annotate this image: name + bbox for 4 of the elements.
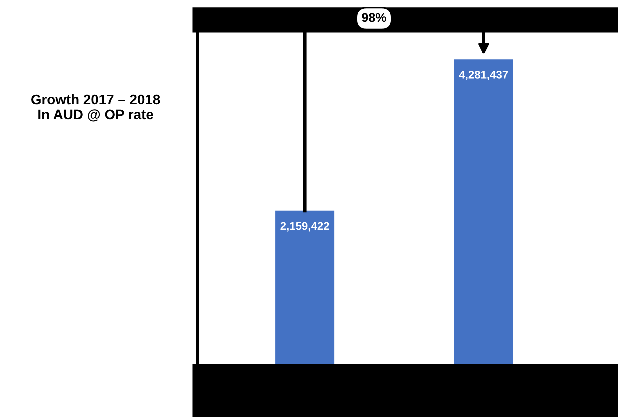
text: Growth 2017 – 2018 In AUD @ OP rate [32, 94, 160, 122]
data-label: 4,281,437 [459, 70, 508, 80]
text: 98% [362, 13, 386, 22]
data-label: 2,159,422 [280, 222, 330, 232]
